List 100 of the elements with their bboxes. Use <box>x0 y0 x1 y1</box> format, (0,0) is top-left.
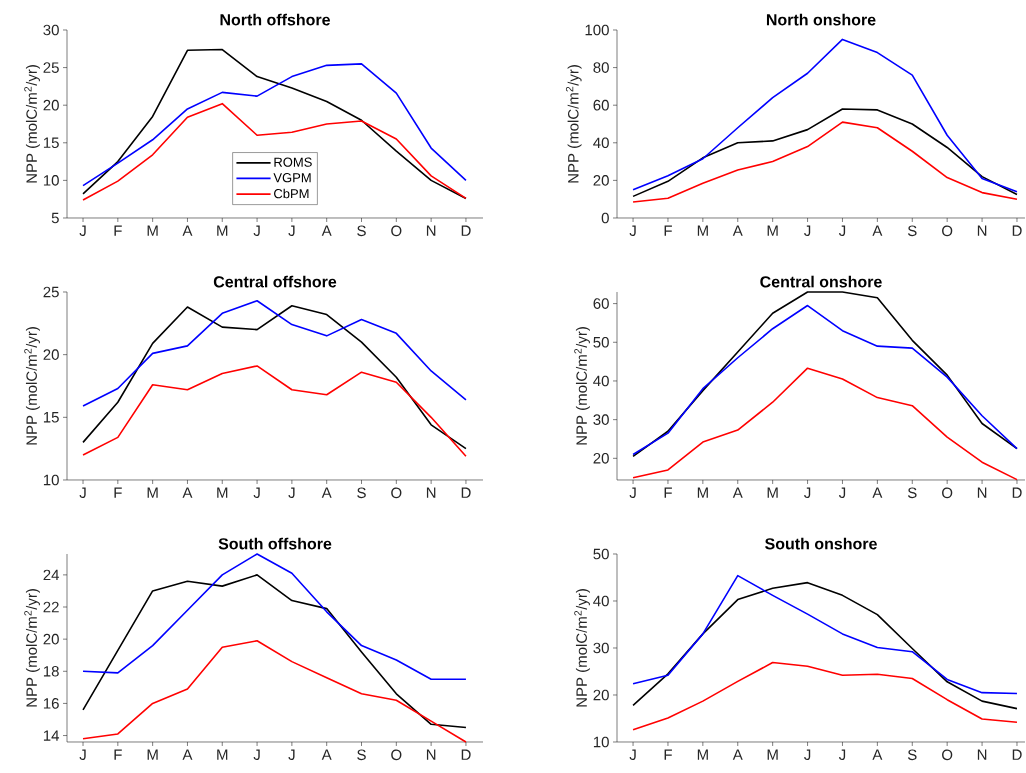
y-tick-label: 24 <box>43 569 60 581</box>
x-tick-label: S <box>357 487 366 499</box>
y-tick-label: 40 <box>593 375 609 387</box>
y-tick-label: 20 <box>43 633 59 645</box>
x-tick-label: S <box>357 225 366 237</box>
x-tick-label: F <box>664 225 672 236</box>
chart-title: Central offshore <box>213 275 337 288</box>
x-tick-label: N <box>977 749 987 760</box>
line-series <box>82 639 467 743</box>
x-tick-label: F <box>114 749 122 760</box>
y-tick-label: 30 <box>43 24 59 36</box>
x-tick-label: D <box>461 487 471 498</box>
y-axis-title: NPP (molC/m$^{2}$/yr) <box>565 65 582 183</box>
x-tick-label: F <box>664 487 672 498</box>
x-tick-label: M <box>697 749 708 760</box>
chart-title: Central onshore <box>760 275 882 288</box>
legend-label: CbPM <box>274 188 309 199</box>
x-tick-label: M <box>217 487 228 498</box>
y-tick-label: 40 <box>593 595 609 607</box>
x-tick-label: J <box>838 225 846 236</box>
line-series <box>632 121 1018 203</box>
x-tick-label: J <box>804 749 811 760</box>
x-tick-label: O <box>391 225 402 237</box>
y-tick-label: 10 <box>593 736 609 748</box>
y-tick-label: 60 <box>593 99 609 111</box>
y-tick-label: 25 <box>43 286 59 298</box>
x-tick-label: J <box>629 749 636 760</box>
y-tick-label: 14 <box>43 730 60 741</box>
y-tick-label: 15 <box>43 137 59 149</box>
y-tick-label: 40 <box>593 137 609 149</box>
y-axis-title: NPP (molC/m$^{2}$/yr) <box>24 65 40 183</box>
line-series <box>82 63 467 187</box>
x-tick-label: M <box>217 225 228 236</box>
x-tick-label: N <box>977 487 987 498</box>
x-tick-label: J <box>253 749 260 760</box>
line-series <box>82 574 467 729</box>
y-tick-label: 30 <box>593 642 609 654</box>
y-tick-label: 20 <box>43 349 59 360</box>
x-tick-label: N <box>426 749 436 760</box>
x-tick-label: D <box>1012 487 1022 498</box>
x-tick-label: F <box>664 749 672 760</box>
line-series <box>632 574 1018 695</box>
x-tick-label: M <box>697 225 708 236</box>
y-tick-label: 18 <box>43 665 59 677</box>
y-tick-label: 80 <box>593 62 609 73</box>
chart-title: North onshore <box>766 13 876 26</box>
y-tick-label: 10 <box>43 474 59 486</box>
x-tick-label: A <box>321 225 332 236</box>
x-tick-label: J <box>838 749 846 760</box>
y-tick-label: 30 <box>593 414 609 425</box>
y-tick-label: 25 <box>43 62 59 73</box>
x-tick-label: A <box>182 749 193 760</box>
x-tick-label: J <box>804 225 811 236</box>
y-tick-label: 5 <box>51 212 59 224</box>
x-tick-label: O <box>391 487 402 499</box>
x-tick-label: S <box>357 749 366 761</box>
x-tick-label: A <box>321 749 332 760</box>
line-series <box>82 553 467 681</box>
y-tick-label: 22 <box>43 601 59 613</box>
y-tick-label: 15 <box>43 412 59 423</box>
chart-title: North offshore <box>220 13 330 26</box>
x-tick-label: M <box>767 749 778 760</box>
y-axis-title: NPP (molC/m$^{2}$/yr) <box>24 327 40 445</box>
x-tick-label: N <box>426 225 436 236</box>
x-tick-label: J <box>629 225 636 236</box>
y-tick-label: 16 <box>43 698 59 709</box>
x-tick-label: J <box>288 225 295 236</box>
line-series <box>82 365 467 457</box>
y-tick-label: 100 <box>585 24 609 36</box>
line-series <box>82 48 467 200</box>
x-tick-label: N <box>977 225 987 236</box>
line-series <box>632 38 1018 193</box>
x-tick-label: M <box>767 225 778 236</box>
x-tick-label: M <box>147 749 158 760</box>
x-tick-label: S <box>907 749 917 761</box>
line-series <box>82 102 467 201</box>
x-tick-label: J <box>804 487 811 498</box>
x-tick-label: M <box>147 225 158 236</box>
x-tick-label: M <box>767 487 778 498</box>
y-tick-label: 20 <box>593 175 609 186</box>
x-tick-label: O <box>942 487 953 499</box>
x-tick-label: M <box>147 487 158 498</box>
x-tick-label: D <box>1012 225 1022 236</box>
x-tick-label: J <box>288 487 295 498</box>
line-series <box>632 108 1018 198</box>
x-tick-label: J <box>79 749 86 760</box>
x-tick-label: A <box>321 487 332 498</box>
x-tick-label: A <box>182 487 193 498</box>
x-tick-label: O <box>942 225 953 237</box>
line-series <box>632 367 1018 481</box>
y-tick-label: 10 <box>43 175 59 186</box>
x-tick-label: F <box>114 225 122 236</box>
x-tick-label: O <box>942 749 953 761</box>
x-tick-label: J <box>629 487 636 498</box>
x-tick-label: D <box>461 225 471 236</box>
line-series <box>632 581 1018 710</box>
line-series <box>82 304 467 450</box>
x-tick-label: J <box>288 749 295 760</box>
y-tick-label: 0 <box>601 212 609 224</box>
x-tick-label: A <box>872 749 883 760</box>
